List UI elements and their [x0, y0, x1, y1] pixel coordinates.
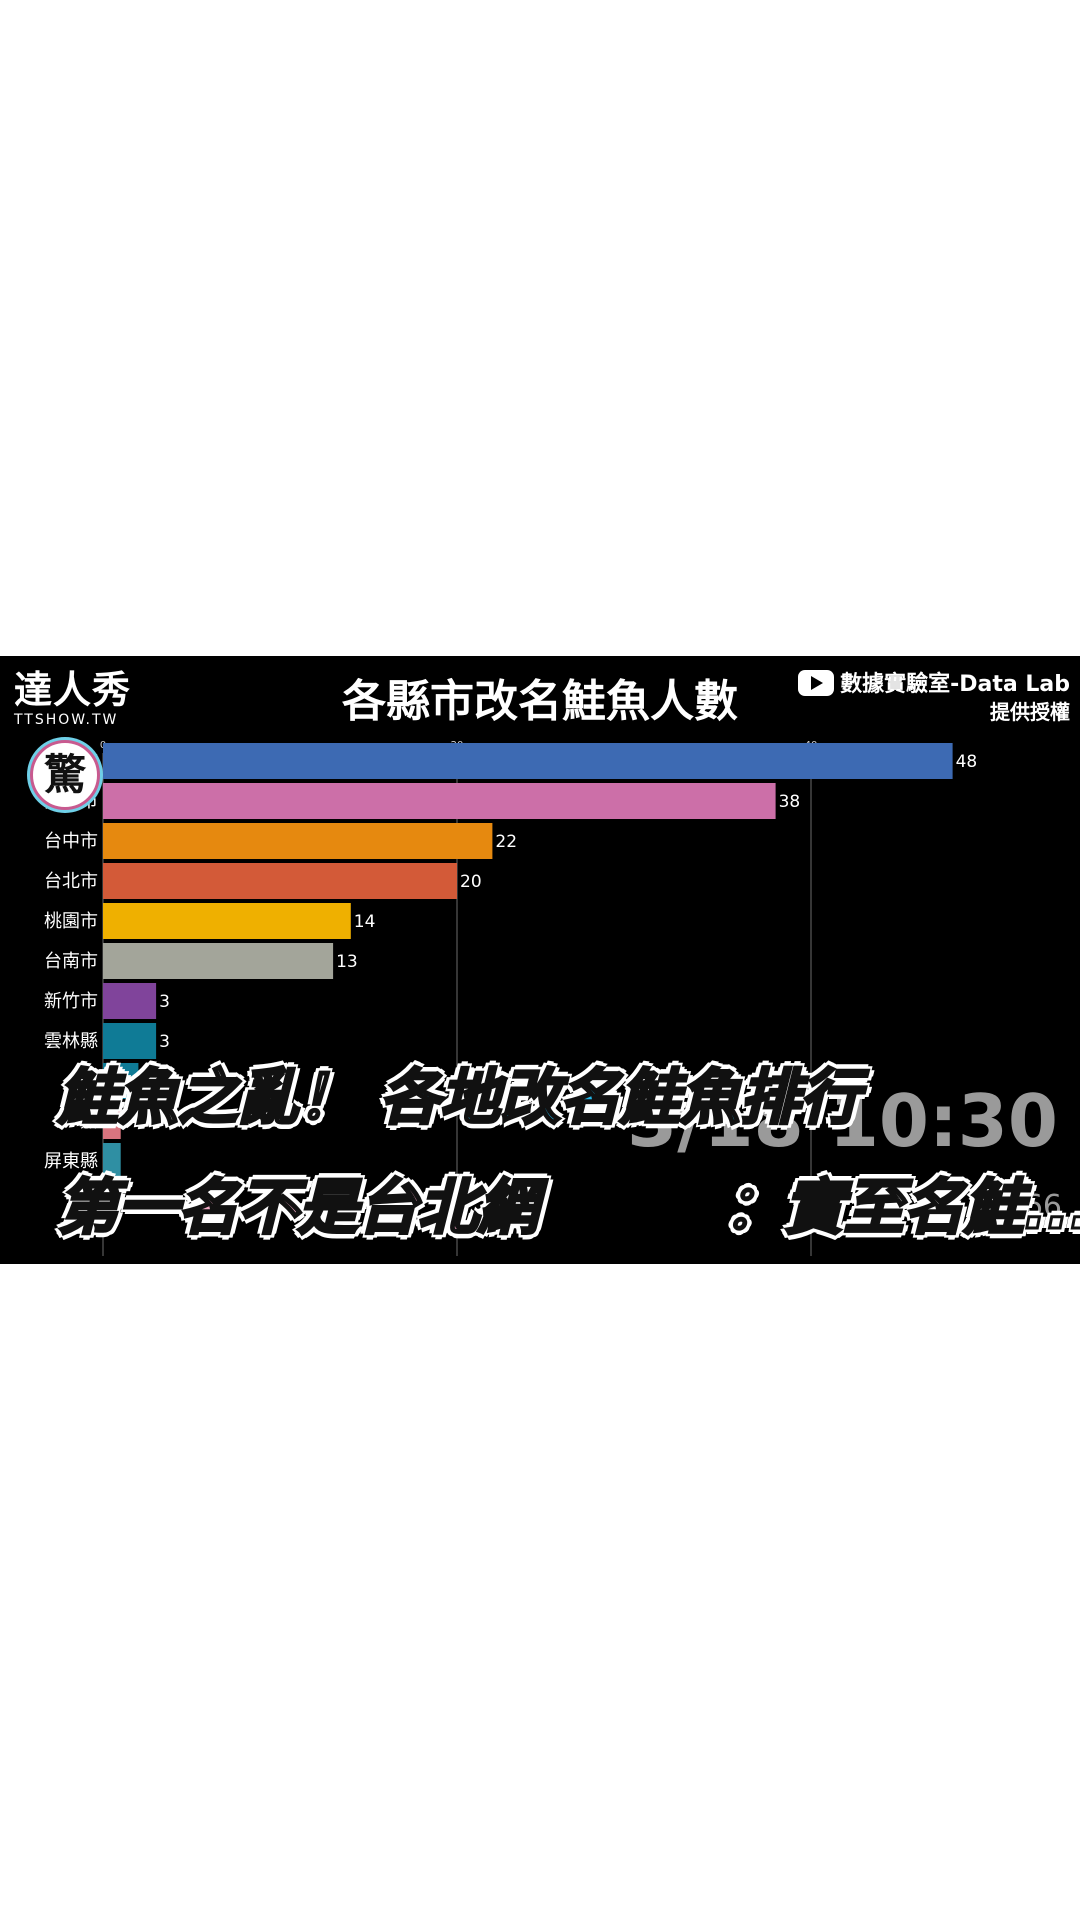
category-label-9: 嘉: [80, 1111, 98, 1132]
category-label-11: 彰: [80, 1191, 98, 1212]
value-label-5: 13: [336, 952, 358, 972]
caption-line-1-part-2: 各地改名鮭魚排行: [379, 1063, 862, 1133]
category-label-6: 新竹市: [44, 991, 98, 1012]
bar-4: [103, 903, 351, 939]
value-label-2: 22: [495, 832, 517, 852]
bar-3: [103, 863, 457, 899]
brand-logo: 達人秀 TTSHOW.TW: [14, 668, 134, 728]
bar-8: [103, 1063, 139, 1099]
category-label-3: 台北市: [44, 871, 98, 892]
credit-line-2: 提供授權: [990, 700, 1070, 724]
value-label-1: 38: [779, 792, 801, 812]
brand-site-text: TTSHOW.TW: [14, 712, 119, 728]
category-label-10: 屏東縣: [44, 1151, 98, 1172]
bar-0: [103, 743, 953, 779]
caption-line-2-part-1: 第一名不是台北網: [57, 1173, 540, 1243]
caption-banner: 鮭魚之亂！ 各地改名鮭魚排行 第一名不是台北網 ：實至名鮭...: [0, 656, 1080, 1264]
bar-chart: 3/18 10:3016602040台中市48高雄市38台中市22台北市20桃園…: [44, 740, 1062, 1256]
bar-5: [103, 943, 334, 979]
category-label-4: 桃園市: [44, 911, 98, 932]
credit-channel-name: 數據實驗室-Data Lab: [840, 672, 1070, 697]
surprise-badge: 驚: [30, 740, 100, 810]
bar-10: [103, 1143, 121, 1179]
value-label-6: 3: [159, 992, 170, 1012]
timestamp-text: 3/18 10:30: [627, 1079, 1058, 1163]
bar-6: [103, 983, 157, 1019]
bar-9: [103, 1103, 121, 1139]
chart-title: 各縣市改名鮭魚人數: [342, 676, 738, 727]
caption-line-1-part-1: 鮭魚之亂！: [57, 1063, 360, 1133]
bar-2: [103, 823, 493, 859]
value-label-7: 3: [159, 1032, 170, 1052]
youtube-play-icon: [798, 670, 835, 696]
bar-1: [103, 783, 776, 819]
credit-line-1: 數據實驗室-Data Lab: [798, 670, 1070, 699]
category-label-7: 雲林縣: [44, 1031, 98, 1052]
bar-7: [103, 1023, 157, 1059]
caption-line-2-part-2: ：實至名鮭...: [722, 1173, 1080, 1243]
source-credit: 數據實驗室-Data Lab 提供授權: [798, 670, 1070, 725]
bar-11: [103, 1183, 121, 1219]
category-label-8: 新: [80, 1071, 98, 1092]
category-label-5: 台南市: [44, 951, 98, 972]
video-frame: 3/18 10:3016602040台中市48高雄市38台中市22台北市20桃園…: [0, 656, 1080, 1264]
value-label-4: 14: [354, 912, 376, 932]
total-text: 166: [1005, 1189, 1062, 1224]
category-label-2: 台中市: [44, 831, 98, 852]
value-label-3: 20: [460, 872, 482, 892]
value-label-0: 48: [956, 752, 978, 772]
brand-logo-text: 達人秀: [14, 668, 132, 712]
